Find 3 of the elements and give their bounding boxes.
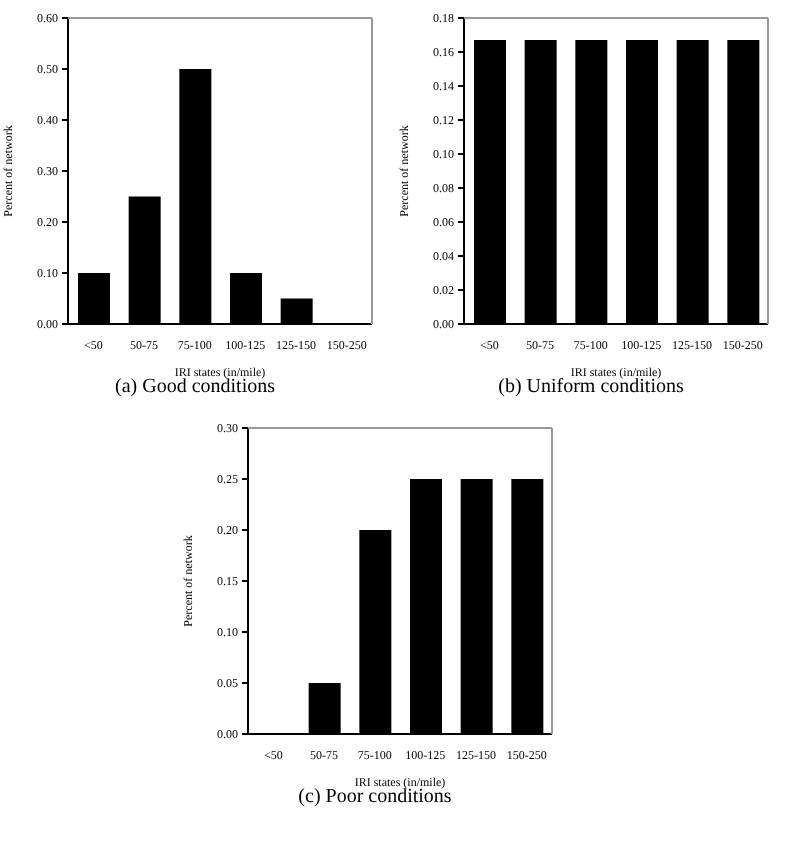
text: (a) Good conditions — [113, 376, 277, 398]
text: (c) Poor conditions — [296, 786, 454, 808]
text: (b) Uniform conditions — [496, 376, 686, 398]
